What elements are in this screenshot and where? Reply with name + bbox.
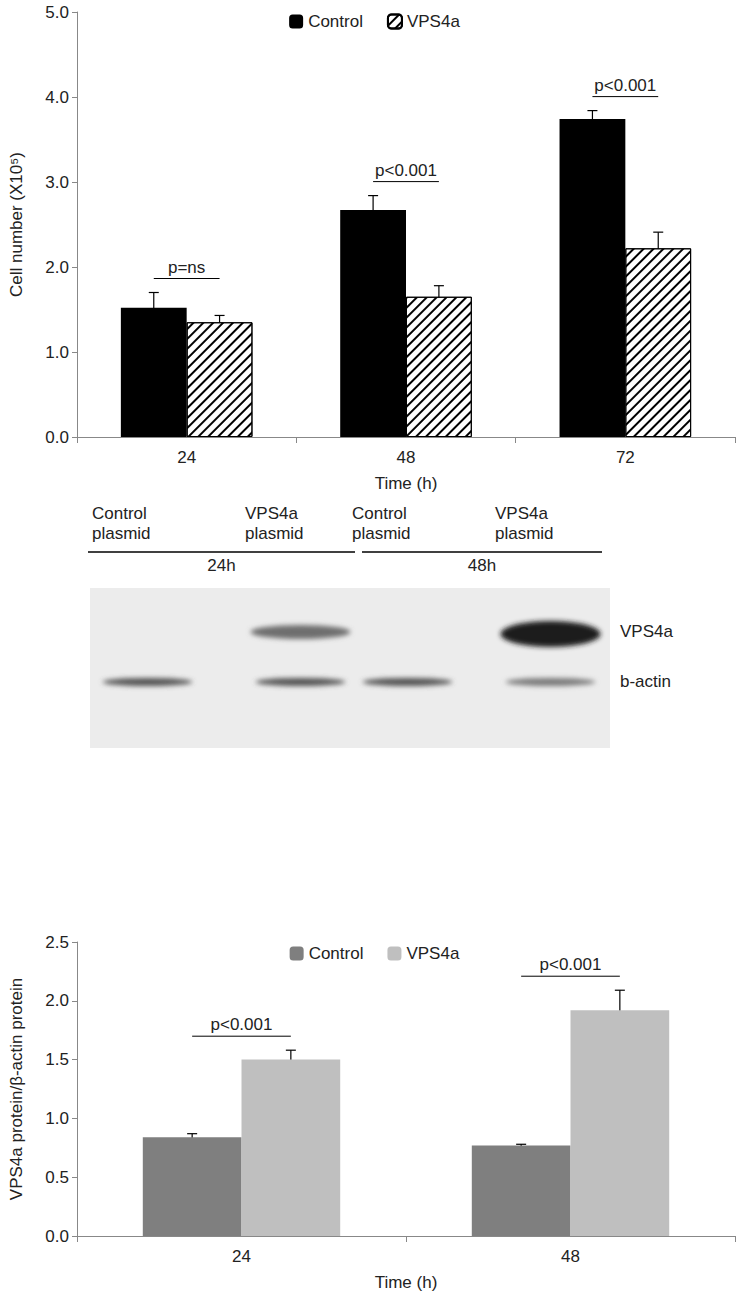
svg-text:Time (h): Time (h) (375, 1273, 438, 1292)
svg-text:3.0: 3.0 (45, 173, 69, 192)
svg-text:1.0: 1.0 (45, 1109, 69, 1128)
svg-text:Control: Control (309, 944, 364, 963)
svg-text:2.0: 2.0 (45, 991, 69, 1010)
svg-text:24: 24 (177, 448, 196, 467)
svg-text:Time (h): Time (h) (375, 474, 438, 493)
svg-text:1.0: 1.0 (45, 343, 69, 362)
svg-text:4.0: 4.0 (45, 88, 69, 107)
svg-text:VPS4a: VPS4a (406, 944, 459, 963)
html-text:VPS4a: VPS4a (620, 622, 673, 641)
svg-text:24: 24 (232, 1247, 251, 1266)
svg-text:p<0.001: p<0.001 (540, 955, 602, 974)
svg-text:48: 48 (561, 1247, 580, 1266)
svg-text:VPS4a: VPS4a (407, 12, 460, 31)
svg-text:p=ns: p=ns (168, 258, 205, 277)
svg-text:0.0: 0.0 (45, 428, 69, 447)
html-text:Control plasmid: Control plasmid (92, 504, 151, 543)
svg-text:0.0: 0.0 (45, 1227, 69, 1246)
svg-text:48: 48 (397, 448, 416, 467)
html-text:VPS4a plasmid: VPS4a plasmid (495, 504, 554, 543)
svg-text:2.0: 2.0 (45, 258, 69, 277)
svg-text:1.5: 1.5 (45, 1050, 69, 1069)
svg-text:p<0.001: p<0.001 (211, 1015, 273, 1034)
svg-text:p<0.001: p<0.001 (375, 161, 437, 180)
svg-text:0.5: 0.5 (45, 1168, 69, 1187)
html-text:48h: 48h (467, 556, 497, 575)
svg-text:Cell number (X10⁵): Cell number (X10⁵) (7, 152, 26, 297)
svg-text:Control: Control (308, 12, 363, 31)
svg-text:VPS4a protein/β-actin protein: VPS4a protein/β-actin protein (7, 978, 26, 1200)
html-text:VPS4a plasmid: VPS4a plasmid (245, 504, 304, 543)
html-text:Control plasmid: Control plasmid (352, 504, 411, 543)
svg-text:p<0.001: p<0.001 (594, 76, 656, 95)
html-text:b-actin: b-actin (620, 672, 671, 691)
html-text:24h: 24h (207, 556, 236, 575)
svg-text:5.0: 5.0 (45, 3, 69, 22)
svg-text:2.5: 2.5 (45, 933, 69, 952)
svg-text:72: 72 (616, 448, 635, 467)
